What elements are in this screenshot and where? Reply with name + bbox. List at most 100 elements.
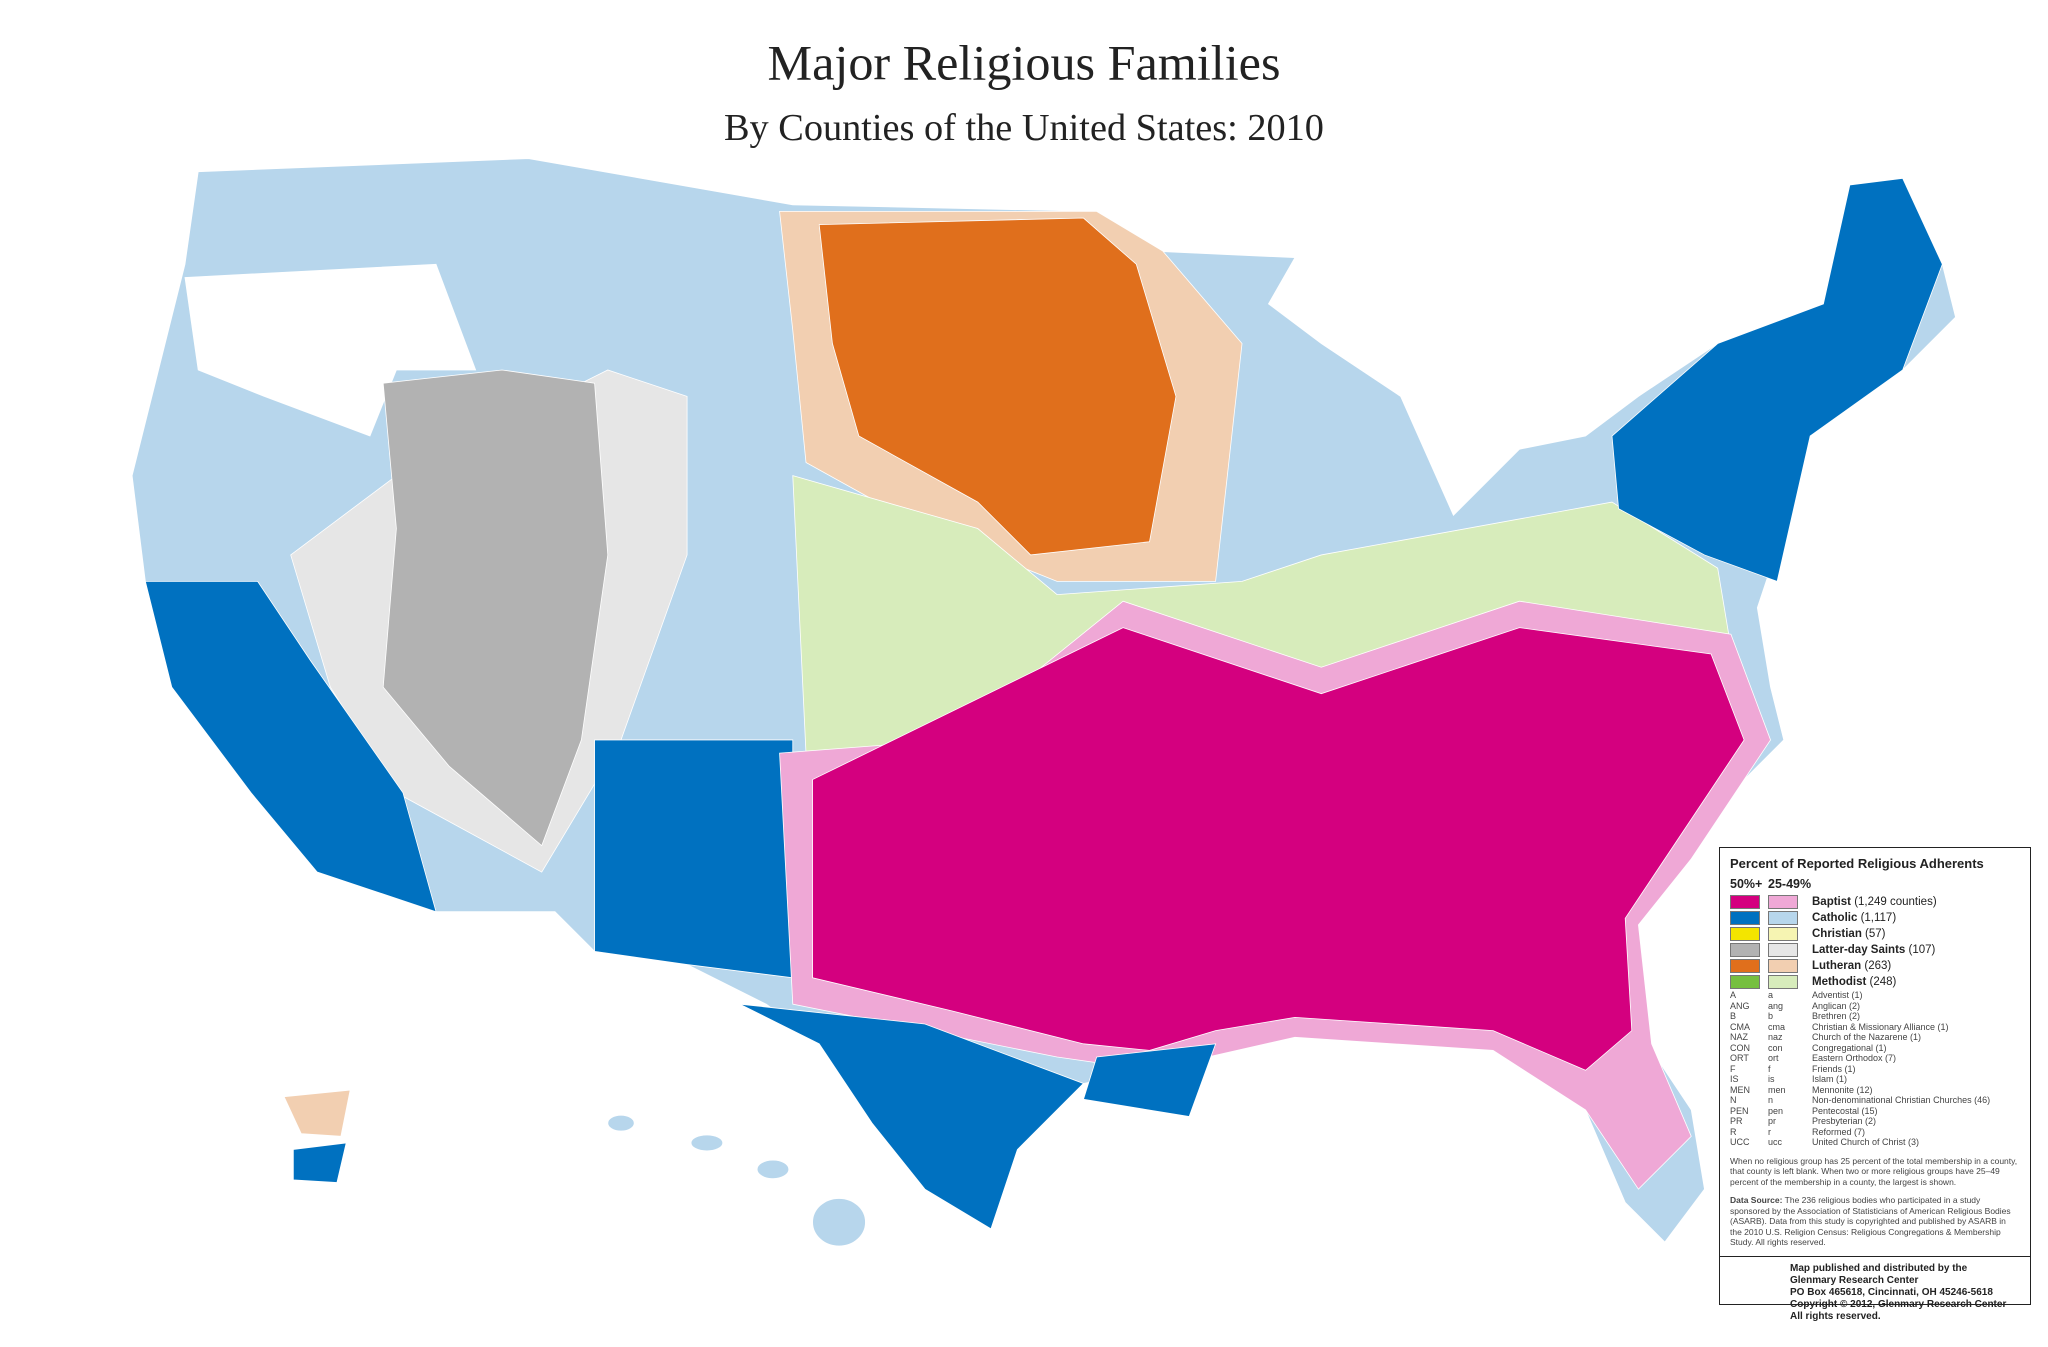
abbreviation-row: IS is Islam (1) xyxy=(1730,1074,2020,1085)
abbreviation-cell: Christian & Missionary Alliance (1) xyxy=(1812,1021,1949,1032)
alaska-region xyxy=(292,1142,347,1183)
abbreviation-cell: naz xyxy=(1768,1032,1783,1042)
legend-entry: Catholic (1,117) xyxy=(1730,910,2020,926)
publisher-line: Map published and distributed by the xyxy=(1790,1262,1968,1274)
abbreviation-cell: ang xyxy=(1768,1000,1784,1011)
abbreviation-cell: is xyxy=(1768,1074,1775,1084)
legend-swatch xyxy=(1768,911,1798,925)
abbreviation-cell: NAZ xyxy=(1730,1032,1748,1042)
abbreviation-cell: men xyxy=(1768,1084,1786,1095)
family-name: Christian xyxy=(1812,928,1862,940)
abbreviation-cell: Anglican (2) xyxy=(1812,1000,1861,1011)
family-count: (57) xyxy=(1865,928,1886,940)
lutheran-region xyxy=(818,217,1177,556)
abbreviation-cell: Mennonite (12) xyxy=(1812,1084,1873,1095)
catholic-louisiana xyxy=(1082,1043,1217,1117)
legend-swatch xyxy=(1730,975,1760,989)
abbreviation-cell: Adventist (1) xyxy=(1812,990,1863,1000)
abbreviation-cell: A xyxy=(1730,990,1737,1000)
family-count: (1,117) xyxy=(1860,912,1897,924)
abbreviation-cell: Friends (1) xyxy=(1812,1063,1856,1074)
legend-swatch xyxy=(1730,895,1760,909)
baptist-region xyxy=(812,627,1745,1071)
catholic-california xyxy=(144,580,437,913)
lds-region xyxy=(382,369,609,847)
map-subtitle: By Counties of the United States: 2010 xyxy=(724,107,1324,149)
legend-entry: Lutheran (263) xyxy=(1730,958,2020,974)
family-name: Catholic xyxy=(1812,912,1858,924)
abbreviation-cell: ANG xyxy=(1730,1000,1750,1011)
legend-columns: 50%+ 25-49% xyxy=(1730,877,2020,891)
abbreviation-cell: Islam (1) xyxy=(1812,1074,1848,1084)
abbreviation-cell: CON xyxy=(1730,1042,1750,1053)
abbreviation-cell: cma xyxy=(1768,1021,1786,1032)
abbreviation-row: UCC ucc United Church of Christ (3) xyxy=(1730,1137,2020,1148)
abbreviation-cell: Reformed (7) xyxy=(1812,1126,1866,1137)
legend-entry: Baptist (1,249 counties) xyxy=(1730,894,2020,910)
catholic-texas-south xyxy=(739,1003,1085,1230)
legend-swatch xyxy=(1768,927,1798,941)
legend-swatch xyxy=(1730,927,1760,941)
abbreviation-cell: pen xyxy=(1768,1105,1784,1116)
abbreviation-cell: MEN xyxy=(1730,1084,1750,1095)
abbreviation-cell: pr xyxy=(1768,1116,1777,1126)
abbreviation-row: CMA cma Christian & Missionary Alliance (1… xyxy=(1730,1022,2020,1033)
legend-title: Percent of Reported Religious Adherents xyxy=(1730,856,1984,871)
data-source-text: The 236 religious bodies who participate… xyxy=(1730,1195,2011,1247)
legend-entry: Latter-day Saints (107) xyxy=(1730,942,2020,958)
publisher-line: Copyright © 2012, Glenmary Research Cent… xyxy=(1790,1298,2007,1310)
legend: Percent of Reported Religious Adherents 5… xyxy=(1719,847,2031,1322)
abbreviation-cell: ort xyxy=(1768,1053,1779,1063)
abbreviation-cell: B xyxy=(1730,1011,1737,1021)
alaska-region xyxy=(283,1089,351,1137)
legend-swatch xyxy=(1730,943,1760,957)
legend-swatch xyxy=(1768,943,1798,957)
abbreviation-cell: ORT xyxy=(1730,1053,1749,1063)
data-source-label: Data Source: xyxy=(1730,1195,1783,1205)
legend-label: Latter-day Saints (107) xyxy=(1812,944,2020,956)
abbreviation-row: MEN men Mennonite (12) xyxy=(1730,1085,2020,1096)
abbreviation-cell: PEN xyxy=(1730,1105,1749,1116)
abbreviation-cell: CMA xyxy=(1730,1021,1750,1032)
column-header: 25-49% xyxy=(1768,877,1812,891)
family-name: Lutheran xyxy=(1812,960,1862,972)
abbreviation-cell: Non-denominational Christian Churches (4… xyxy=(1812,1095,1991,1105)
family-count: (1,249 counties) xyxy=(1854,896,1937,908)
column-header: 50%+ xyxy=(1730,877,1763,891)
legend-swatch xyxy=(1768,895,1798,909)
abbreviation-row: ORT ort Eastern Orthodox (7) xyxy=(1730,1053,2020,1064)
abbreviation-row: NAZ naz Church of the Nazarene (1) xyxy=(1730,1032,2020,1043)
hawaii-island xyxy=(690,1134,724,1152)
legend-label: Lutheran (263) xyxy=(1812,960,2020,972)
legend-swatch xyxy=(1768,959,1798,973)
abbreviation-cell: Pentecostal (15) xyxy=(1812,1105,1878,1116)
family-name: Latter-day Saints xyxy=(1812,944,1906,956)
abbreviation-cell: f xyxy=(1768,1063,1771,1074)
legend-entry: Methodist (248) xyxy=(1730,974,2020,990)
family-count: (107) xyxy=(1908,944,1936,956)
abbreviation-cell: Brethren (2) xyxy=(1812,1011,1861,1021)
publisher-line: PO Box 465618, Cincinnati, OH 45246-5618 xyxy=(1790,1286,1993,1298)
blank-region xyxy=(184,263,477,437)
family-count: (263) xyxy=(1864,960,1892,972)
catholic-southwest xyxy=(594,739,794,979)
abbreviation-row: PEN pen Pentecostal (15) xyxy=(1730,1106,2020,1117)
hawaii-island xyxy=(756,1159,790,1179)
publisher-line: Glenmary Research Center xyxy=(1790,1274,1919,1286)
legend-note: When no religious group has 25 percent o… xyxy=(1730,1155,2018,1187)
abbreviation-cell: UCC xyxy=(1730,1137,1750,1147)
family-count: (248) xyxy=(1869,976,1897,988)
abbreviation-cell: N xyxy=(1730,1095,1737,1105)
abbreviation-row: PR pr Presbyterian (2) xyxy=(1730,1116,2020,1127)
abbreviation-cell: n xyxy=(1768,1095,1774,1105)
abbreviation-row: CON con Congregational (1) xyxy=(1730,1043,2020,1054)
abbreviation-cell: PR xyxy=(1730,1116,1743,1126)
abbreviation-cell: ucc xyxy=(1768,1137,1783,1147)
abbreviation-cell: Presbyterian (2) xyxy=(1812,1116,1877,1126)
